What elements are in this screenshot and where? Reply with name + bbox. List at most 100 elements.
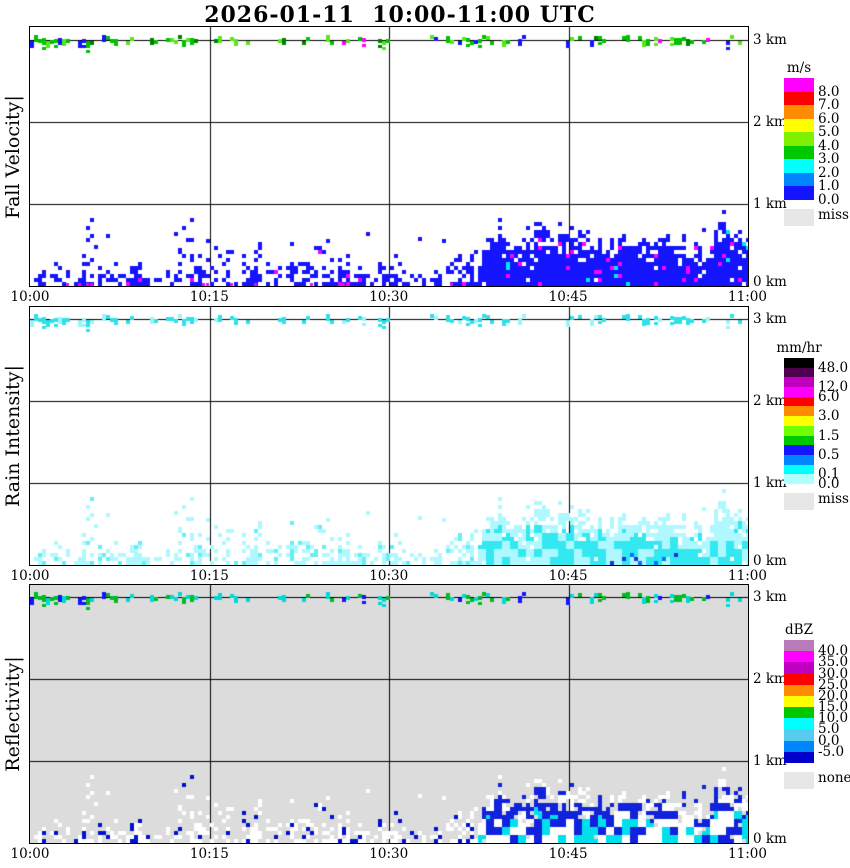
x-tick-label: 10:30 bbox=[369, 568, 409, 584]
legend-swatch bbox=[784, 387, 814, 398]
legend-swatch bbox=[784, 416, 814, 427]
legend-swatch bbox=[784, 435, 814, 446]
legend-value-label: 6.0 bbox=[818, 388, 840, 405]
legend-swatch bbox=[784, 78, 814, 93]
legend-value-label: 15.0 bbox=[818, 699, 849, 716]
legend-value-label: 10.0 bbox=[818, 710, 849, 727]
legend-value-label: 7.0 bbox=[818, 97, 840, 114]
legend-value-label: 25.0 bbox=[818, 676, 849, 693]
legend-swatch bbox=[784, 118, 814, 133]
legend-unit-label: mm/hr bbox=[776, 340, 822, 356]
x-tick-label: 10:30 bbox=[369, 289, 409, 305]
height-tick-label: 0 km bbox=[753, 274, 787, 290]
legend-swatch bbox=[784, 91, 814, 106]
legend-swatch bbox=[784, 377, 814, 388]
height-tick-label: 1 km bbox=[753, 753, 787, 769]
legend-swatch bbox=[784, 651, 814, 663]
legend-swatch bbox=[784, 662, 814, 675]
height-tick-label: 3 km bbox=[753, 32, 787, 48]
legend-swatch bbox=[784, 358, 814, 369]
legend-unit-label: m/s bbox=[786, 60, 812, 76]
legend-swatch bbox=[784, 172, 814, 187]
legend-value-label: 0.5 bbox=[818, 446, 840, 463]
height-tick-label: 0 km bbox=[753, 553, 787, 569]
fall-velocity-heatmap bbox=[30, 27, 748, 286]
legend-swatch bbox=[784, 367, 814, 378]
legend-swatch bbox=[784, 159, 814, 174]
legend-swatch bbox=[784, 396, 814, 407]
legend-missing-label: miss bbox=[818, 207, 849, 223]
legend-swatch bbox=[784, 684, 814, 697]
legend-value-label: 0.1 bbox=[818, 466, 840, 483]
legend-value-label: 3.0 bbox=[818, 151, 840, 168]
x-tick-label: 10:30 bbox=[369, 846, 409, 862]
legend-swatch bbox=[784, 707, 814, 719]
legend-missing-swatch bbox=[784, 772, 814, 789]
x-tick-label: 10:00 bbox=[10, 568, 50, 584]
legend-swatch bbox=[784, 673, 814, 686]
legend-swatch bbox=[784, 464, 814, 475]
height-tick-label: 1 km bbox=[753, 475, 787, 491]
legend-value-label: 48.0 bbox=[818, 359, 849, 376]
rain-intensity-heatmap bbox=[30, 307, 748, 565]
height-tick-label: 3 km bbox=[753, 311, 787, 327]
legend-value-label: 5.0 bbox=[818, 124, 840, 141]
legend-value-label: 0.0 bbox=[818, 192, 840, 208]
legend-value-label: 8.0 bbox=[818, 83, 840, 100]
legend-swatch bbox=[784, 729, 814, 742]
x-tick-label: 10:15 bbox=[189, 846, 229, 862]
legend-swatch bbox=[784, 740, 814, 753]
legend-value-label: 12.0 bbox=[818, 379, 849, 396]
legend-swatch bbox=[784, 751, 814, 764]
legend-swatch bbox=[784, 445, 814, 456]
legend-swatch bbox=[784, 425, 814, 437]
rain-intensity-panel-frame bbox=[29, 306, 749, 566]
x-tick-label: 10:15 bbox=[189, 568, 229, 584]
fall-velocity-axis-label: Fall Velocity| bbox=[2, 95, 24, 219]
legend-swatch bbox=[784, 105, 814, 120]
height-tick-label: 0 km bbox=[753, 831, 787, 847]
legend-unit-label: dBZ bbox=[785, 622, 813, 638]
legend-missing-label: none bbox=[818, 770, 850, 786]
x-tick-label: 10:15 bbox=[189, 289, 229, 305]
legend-value-label: 2.0 bbox=[818, 164, 840, 181]
legend-value-label: 1.0 bbox=[818, 178, 840, 195]
legend-swatch bbox=[784, 406, 814, 417]
legend-missing-swatch bbox=[784, 209, 814, 226]
x-tick-label: 10:45 bbox=[548, 846, 588, 862]
height-tick-label: 2 km bbox=[753, 114, 787, 130]
legend-swatch bbox=[784, 454, 814, 466]
x-tick-label: 10:45 bbox=[548, 568, 588, 584]
legend-value-label: 5.0 bbox=[818, 721, 840, 738]
rain-intensity-axis-label: Rain Intensity| bbox=[2, 365, 24, 507]
legend-value-label: 1.5 bbox=[818, 427, 840, 444]
legend-swatch bbox=[784, 474, 814, 485]
chart-title: 2026-01-11 10:00-11:00 UTC bbox=[204, 2, 596, 28]
fall-velocity-panel-frame bbox=[29, 26, 749, 287]
legend-missing-label: miss bbox=[818, 491, 849, 507]
legend-value-label: 6.0 bbox=[818, 110, 840, 127]
x-tick-label: 11:00 bbox=[728, 846, 767, 862]
legend-swatch bbox=[784, 145, 814, 160]
x-tick-label: 11:00 bbox=[728, 289, 767, 305]
x-tick-label: 10:00 bbox=[10, 289, 50, 305]
legend-value-label: -5.0 bbox=[818, 743, 845, 760]
legend-swatch bbox=[784, 718, 814, 730]
legend-swatch bbox=[784, 186, 814, 201]
x-tick-label: 11:00 bbox=[728, 568, 767, 584]
legend-swatch bbox=[784, 695, 814, 708]
legend-swatch bbox=[784, 132, 814, 147]
legend-value-label: 0.0 bbox=[818, 732, 840, 749]
x-tick-label: 10:45 bbox=[548, 289, 588, 305]
legend-value-label: 4.0 bbox=[818, 137, 840, 154]
reflectivity-axis-label: Reflectivity| bbox=[2, 656, 24, 772]
legend-value-label: 0.0 bbox=[818, 476, 840, 492]
legend-swatch bbox=[784, 640, 814, 652]
x-tick-label: 10:00 bbox=[10, 846, 50, 862]
legend-missing-swatch bbox=[784, 493, 814, 510]
legend-value-label: 20.0 bbox=[818, 687, 849, 704]
legend-value-label: 40.0 bbox=[818, 643, 849, 660]
height-tick-label: 2 km bbox=[753, 671, 787, 687]
reflectivity-heatmap bbox=[30, 585, 748, 843]
